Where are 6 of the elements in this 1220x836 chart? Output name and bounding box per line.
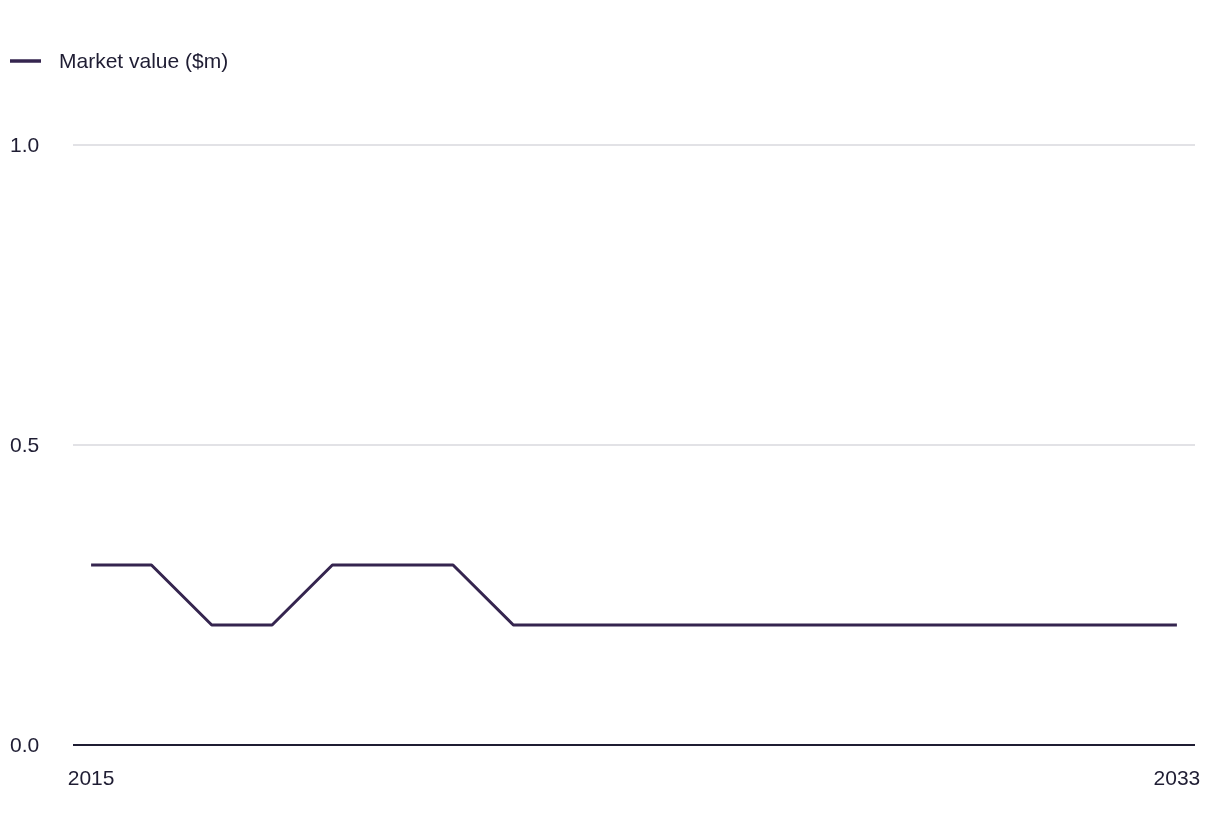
x-tick-label: 2015 <box>67 766 115 789</box>
y-tick-label: 0.5 <box>10 433 40 457</box>
x-tick-label: 2033 <box>1153 766 1201 789</box>
y-tick-label: 0.0 <box>10 733 40 757</box>
legend-label: Market value ($m) <box>59 49 229 73</box>
y-tick-label: 1.0 <box>10 133 40 157</box>
